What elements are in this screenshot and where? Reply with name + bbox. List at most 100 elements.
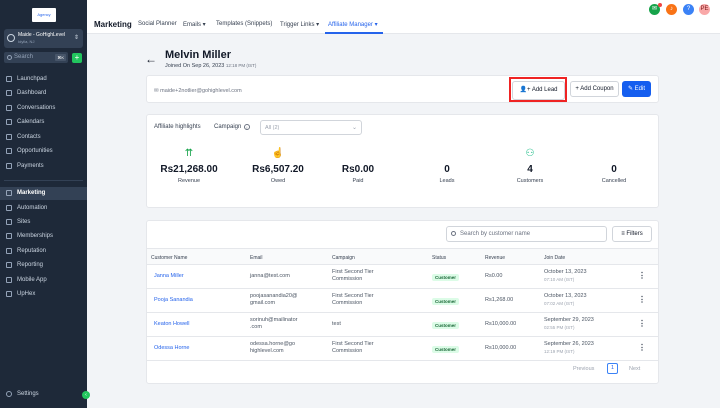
tab-templates[interactable]: Templates (Snippets) xyxy=(216,21,273,27)
back-arrow-icon[interactable]: ← xyxy=(145,52,157,66)
filters-label: Filters xyxy=(626,231,643,237)
joined-date: Joined On Sep 26, 2023 12:18 PM (IST) xyxy=(165,63,256,69)
sidebar-item-label: Reporting xyxy=(17,262,44,268)
quick-add-button[interactable]: + xyxy=(72,53,82,63)
sidebar-item-opportunities[interactable]: Opportunities xyxy=(0,145,87,158)
stat-label: Owed xyxy=(270,178,286,184)
automation-icon xyxy=(6,205,12,211)
campaign-select[interactable]: All (2) ⌄ xyxy=(260,120,362,135)
funnel-icon xyxy=(6,148,12,154)
campaign-select-value: All (2) xyxy=(265,125,280,131)
stat-value: Rs6,507.20 xyxy=(252,164,304,175)
sidebar-item-contacts[interactable]: Contacts xyxy=(0,131,87,144)
top-bar: Marketing Social Planner Emails ▾ Templa… xyxy=(87,0,720,34)
sidebar-item-label: Conversations xyxy=(17,105,56,111)
stat-leads: 0 Leads xyxy=(407,147,487,184)
sidebar-item-label: Contacts xyxy=(17,134,41,140)
search-icon xyxy=(451,231,456,236)
star-icon xyxy=(6,248,12,254)
customer-name-link[interactable]: Keaton Howell xyxy=(154,321,190,327)
users-icon: ⚇ xyxy=(525,148,535,159)
chart-icon xyxy=(6,262,12,268)
main-content: ← Melvin Miller Joined On Sep 26, 2023 1… xyxy=(87,34,720,408)
customer-name-link[interactable]: Odessa Horne xyxy=(154,345,190,351)
tab-emails[interactable]: Emails ▾ xyxy=(183,22,206,28)
sidebar-item-label: Settings xyxy=(17,391,39,397)
tab-trigger-links[interactable]: Trigger Links ▾ xyxy=(280,22,320,28)
kebab-menu-icon[interactable]: ⋮ xyxy=(638,343,646,352)
add-lead-button[interactable]: 👤+ Add Lead xyxy=(512,81,565,100)
add-coupon-label: Add Coupon xyxy=(580,86,614,92)
pagination-current-page[interactable]: 1 xyxy=(607,363,618,374)
customer-campaign-cont: Commission xyxy=(332,300,363,306)
collapse-sidebar-button[interactable]: ‹ xyxy=(82,391,90,399)
pagination-previous[interactable]: Previous xyxy=(573,366,595,372)
phone-icon xyxy=(6,277,12,283)
customer-campaign: First Second Tier xyxy=(332,341,374,347)
customer-email: sorinuh@mailinator xyxy=(250,317,298,323)
status-badge: Customer xyxy=(432,298,460,305)
stat-value: 4 xyxy=(527,164,533,175)
join-date: October 13, 2023 xyxy=(544,293,587,299)
sidebar-search[interactable]: Search ⌘K xyxy=(4,52,68,63)
table-row: Pooja Sanandia poojasanandia20@ gmail.co… xyxy=(147,289,658,313)
stat-label: Paid xyxy=(352,178,364,184)
customer-search-input[interactable]: Search by customer name xyxy=(446,226,607,242)
hand-coin-icon: ☝ xyxy=(271,148,285,159)
stat-customers: ⚇ 4 Customers xyxy=(490,147,570,184)
pencil-icon: ✎ xyxy=(627,86,633,92)
sidebar-item-settings[interactable]: Settings xyxy=(0,388,87,401)
kebab-menu-icon[interactable]: ⋮ xyxy=(638,319,646,328)
stat-value: 0 xyxy=(444,164,450,175)
sidebar-item-label: Marketing xyxy=(17,190,46,196)
join-date: October 13, 2023 xyxy=(544,269,587,275)
filters-button[interactable]: ≡ Filters xyxy=(612,226,652,242)
sidebar-item-sites[interactable]: Sites xyxy=(0,216,87,229)
kebab-menu-icon[interactable]: ⋮ xyxy=(638,271,646,280)
kebab-menu-icon[interactable]: ⋮ xyxy=(638,295,646,304)
tab-social-planner[interactable]: Social Planner xyxy=(138,21,177,27)
calendar-icon xyxy=(6,119,12,125)
stat-owed: ☝ Rs6,507.20 Owed xyxy=(238,147,318,184)
pagination-next[interactable]: Next xyxy=(629,366,641,372)
status-badge: Customer xyxy=(432,346,460,353)
sidebar-item-label: Dashboard xyxy=(17,90,47,96)
sidebar-item-conversations[interactable]: Conversations xyxy=(0,102,87,115)
payments-icon xyxy=(6,163,12,169)
edit-button[interactable]: ✎ Edit xyxy=(622,81,651,97)
tab-affiliate-manager[interactable]: Affiliate Manager ▾ xyxy=(328,22,378,28)
campaign-label: Campaign xyxy=(214,124,242,130)
sidebar-item-mobile-app[interactable]: Mobile App xyxy=(0,274,87,287)
sidebar-item-marketing[interactable]: Marketing xyxy=(0,187,87,200)
account-switcher[interactable]: Maide - GoHighLevel Idylla, NJ ⇕ xyxy=(4,29,83,48)
dashboard-icon xyxy=(6,90,12,96)
sidebar-item-automation[interactable]: Automation xyxy=(0,202,87,215)
customer-search-placeholder: Search by customer name xyxy=(460,231,531,237)
avatar[interactable]: PE xyxy=(699,4,710,15)
money-icon: ⇈ xyxy=(184,148,194,159)
info-icon[interactable]: i xyxy=(244,124,250,130)
sidebar-item-reporting[interactable]: Reporting xyxy=(0,259,87,272)
table-row: Janna Miller janna@test.com First Second… xyxy=(147,265,658,289)
sidebar-item-calendars[interactable]: Calendars xyxy=(0,116,87,129)
sidebar-item-reputation[interactable]: Reputation xyxy=(0,245,87,258)
agency-logo: Agency xyxy=(32,8,56,22)
sidebar-item-payments[interactable]: Payments xyxy=(0,160,87,173)
column-header: Campaign xyxy=(332,255,355,261)
sidebar-item-label: Mobile App xyxy=(17,277,47,283)
sidebar-item-uphex[interactable]: UpHex xyxy=(0,288,87,301)
megaphone-icon[interactable]: ✉ xyxy=(649,4,660,15)
customer-name-link[interactable]: Pooja Sanandia xyxy=(154,297,193,303)
column-header: Customer Name xyxy=(151,255,188,261)
sidebar-item-label: UpHex xyxy=(17,291,36,297)
sidebar-item-launchpad[interactable]: Launchpad xyxy=(0,73,87,86)
bell-icon[interactable]: ♪ xyxy=(666,4,677,15)
add-coupon-button[interactable]: + Add Coupon xyxy=(570,81,619,97)
customer-name-link[interactable]: Janna Miller xyxy=(154,273,184,279)
stat-revenue: ⇈ Rs21,268.00 Revenue xyxy=(149,147,229,184)
sidebar-item-memberships[interactable]: Memberships xyxy=(0,230,87,243)
help-icon[interactable]: ? xyxy=(683,4,694,15)
sidebar-item-dashboard[interactable]: Dashboard xyxy=(0,87,87,100)
sidebar-item-label: Calendars xyxy=(17,119,45,125)
sidebar-item-label: Memberships xyxy=(17,233,54,239)
